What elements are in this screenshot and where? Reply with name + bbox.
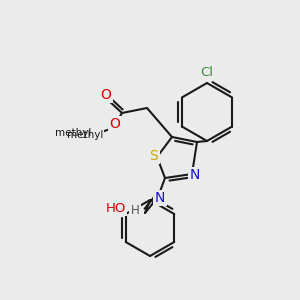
Text: O: O [110, 117, 120, 131]
Text: N: N [155, 191, 165, 205]
Text: methyl: methyl [55, 128, 91, 138]
Text: S: S [150, 149, 158, 163]
Text: methyl: methyl [67, 130, 103, 140]
Text: HO: HO [106, 202, 126, 214]
Text: H: H [130, 205, 140, 218]
Text: N: N [190, 168, 200, 182]
Text: O: O [100, 88, 111, 102]
Text: Cl: Cl [200, 67, 214, 80]
